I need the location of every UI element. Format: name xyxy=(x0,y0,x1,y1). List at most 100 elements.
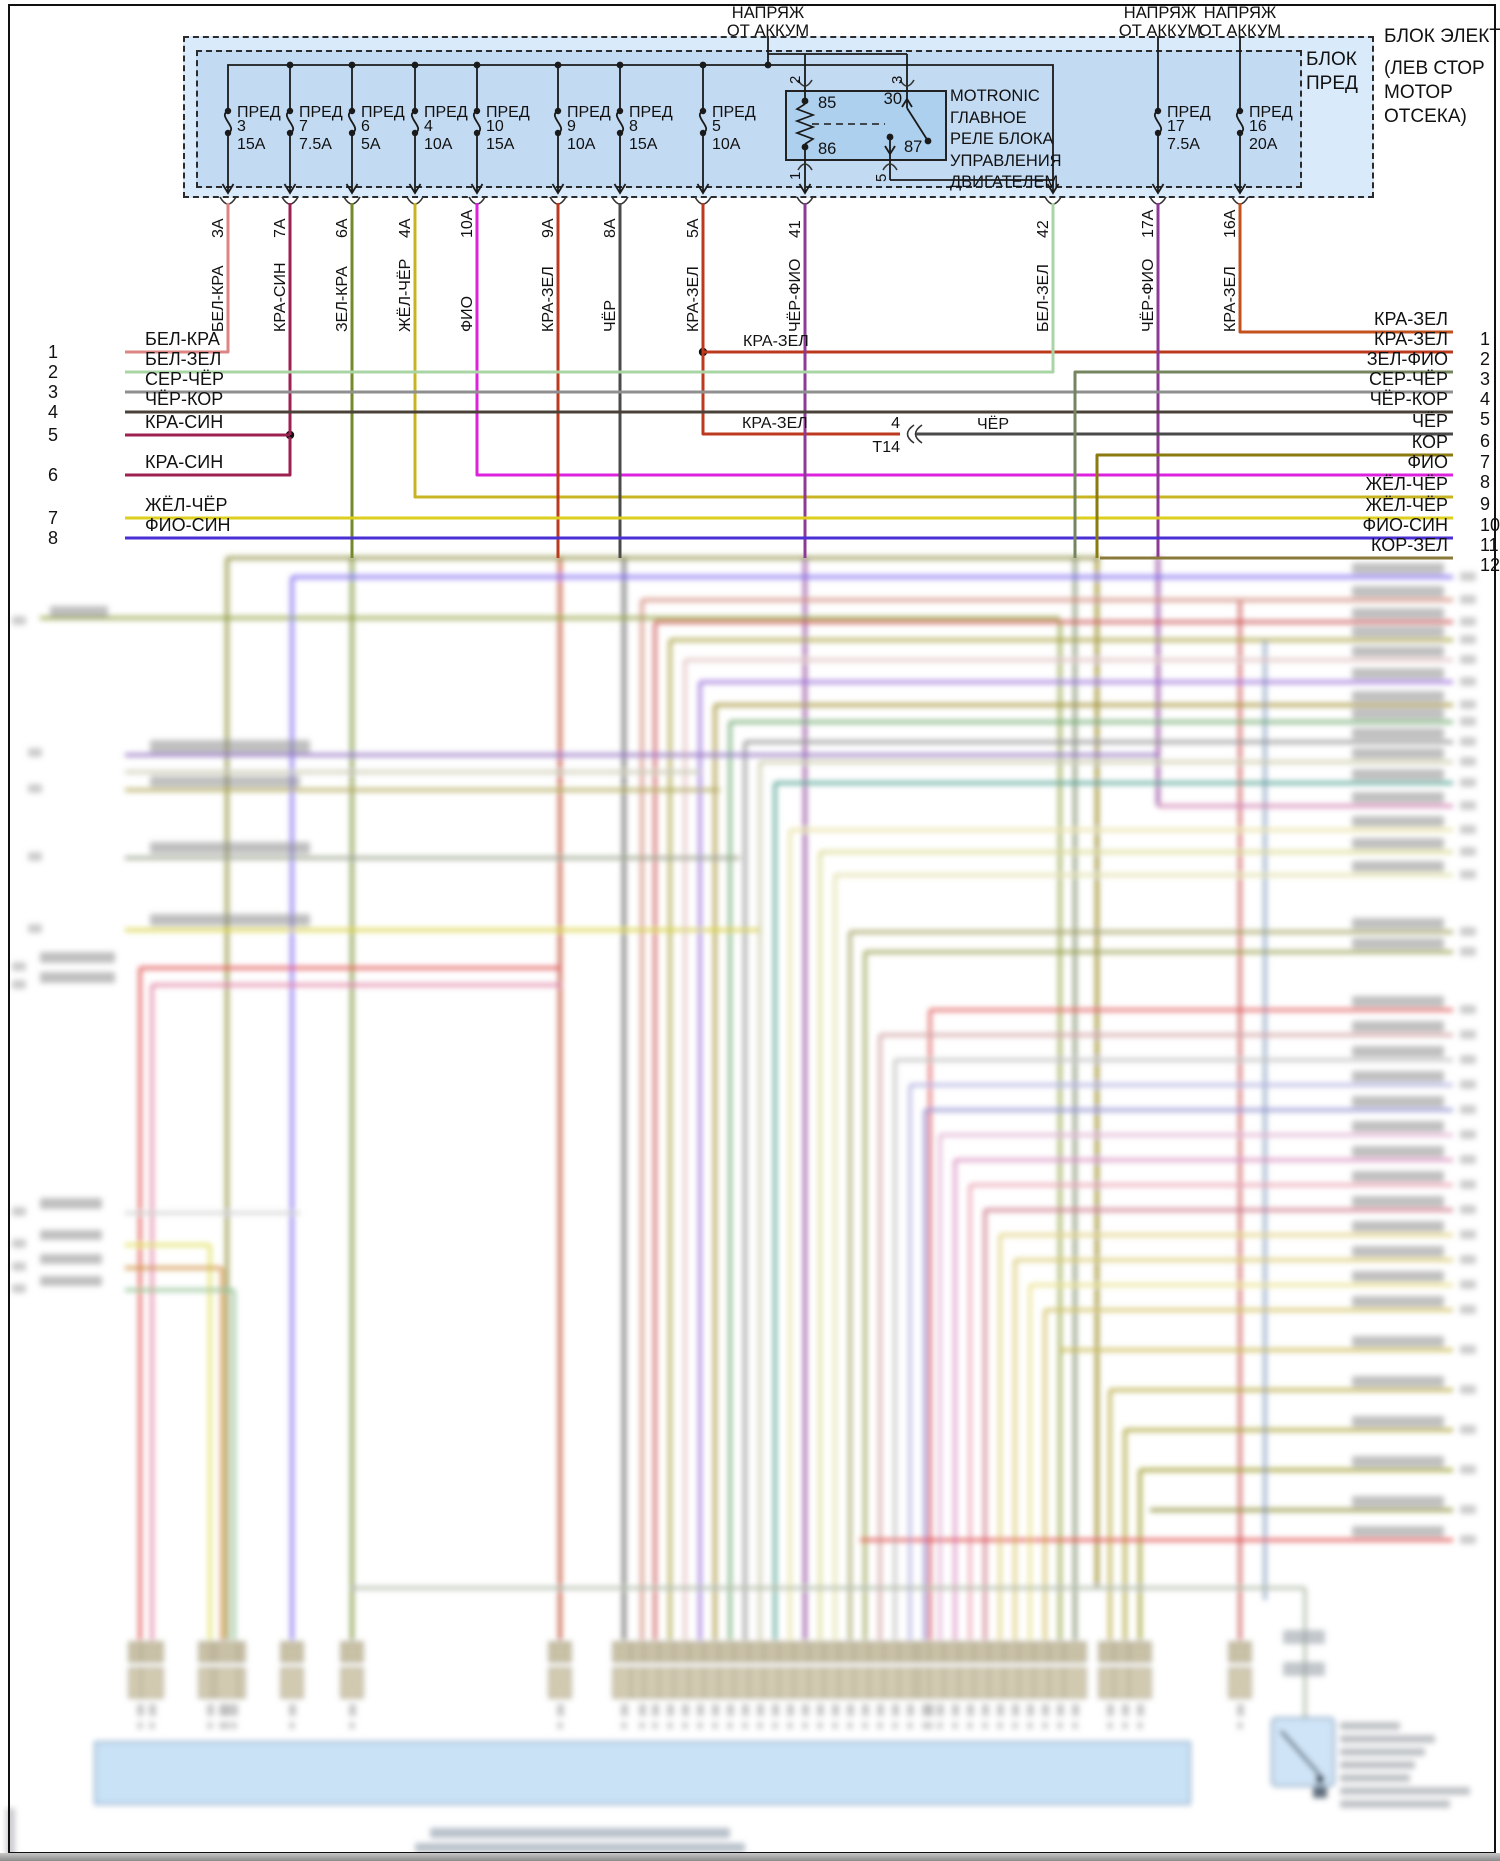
blur-pin-number xyxy=(12,1284,26,1293)
left-row-number: 6 xyxy=(48,465,58,485)
fuse-symbol xyxy=(554,110,562,134)
blur-pin-number xyxy=(1460,1535,1476,1544)
junction-dot xyxy=(411,61,419,69)
terminal-connector xyxy=(899,79,915,87)
left-row-number: 2 xyxy=(48,362,58,382)
blur-connector-pin xyxy=(772,1704,779,1716)
blur-switch-dot xyxy=(1315,1774,1325,1784)
fuse-dot xyxy=(224,129,232,137)
blur-wire-label xyxy=(40,1254,102,1264)
wire-color-label: КРА-ЗЕЛ xyxy=(685,266,702,332)
right-row-number: 1 xyxy=(1480,329,1490,349)
blur-wire-label xyxy=(150,914,310,926)
blur-switch-lever xyxy=(1279,1730,1321,1775)
fuse-amp: 10А xyxy=(567,136,596,153)
sharp-upper-section xyxy=(125,36,1453,560)
relay-title: MOTRONIC ГЛАВНОЕ РЕЛЕ БЛОКА УПРАВЛЕНИЯ Д… xyxy=(950,87,1062,192)
ecu-strip xyxy=(94,1741,1191,1805)
blur-pin-number xyxy=(1460,1255,1476,1264)
wire-line xyxy=(125,203,230,354)
blur-connector-number xyxy=(349,1722,355,1729)
fuse-dot xyxy=(699,129,707,137)
fuse-number: 9 xyxy=(567,118,576,135)
blur-connector-number xyxy=(802,1722,808,1729)
blur-connector-pin xyxy=(742,1704,749,1716)
exit-connector xyxy=(1231,196,1249,205)
blur-pin-number xyxy=(1460,801,1476,810)
fuse-number: 6 xyxy=(361,118,370,135)
blur-wire-label xyxy=(1352,668,1444,679)
blur-switch-label xyxy=(1340,1761,1415,1769)
fuse-dot xyxy=(616,129,624,137)
fuse-amp: 10А xyxy=(712,136,741,153)
blur-connector-pin xyxy=(1237,1704,1244,1716)
blur-connector-number xyxy=(1237,1722,1243,1729)
fuse-dot xyxy=(554,107,562,115)
blur-pin-number xyxy=(1460,1385,1476,1394)
blur-connector-pin xyxy=(1042,1704,1049,1716)
blur-wire-label xyxy=(40,972,115,983)
blur-connector-pin xyxy=(1012,1704,1019,1716)
blur-caption xyxy=(415,1843,745,1852)
right-row-label: КОР-ЗЕЛ xyxy=(1371,535,1448,555)
left-row-label: КРА-СИН xyxy=(145,412,223,432)
blur-pin-number xyxy=(1460,1205,1476,1214)
blur-connector-block xyxy=(215,1641,239,1663)
blur-connector-number xyxy=(757,1722,763,1729)
left-row-label: ЧЁР-КОР xyxy=(145,389,223,409)
fuse-dot xyxy=(473,129,481,137)
blur-wire-label xyxy=(1352,1146,1444,1157)
blur-wire-label xyxy=(1352,1496,1444,1507)
wire-color-label: КРА-ЗЕЛ xyxy=(1222,266,1239,332)
blur-connector-pin xyxy=(621,1704,628,1716)
blur-pin-number xyxy=(12,980,26,989)
wire-id-label: 16А xyxy=(1222,209,1239,238)
right-row-label: ФИО-СИН xyxy=(1362,515,1448,535)
blur-connector-pin xyxy=(727,1704,734,1716)
blur-connector-number xyxy=(817,1722,823,1729)
blur-connector-number xyxy=(1012,1722,1018,1729)
exit-connector xyxy=(1044,196,1062,205)
left-row-label: КРА-СИН xyxy=(145,452,223,472)
blur-wire-label xyxy=(1352,608,1444,619)
junction-dot xyxy=(286,61,294,69)
fuse-amp: 15А xyxy=(629,136,658,153)
blur-connector-pin xyxy=(697,1704,704,1716)
exit-connector xyxy=(468,196,486,205)
blur-connector-block xyxy=(140,1641,164,1663)
blur-connector-block xyxy=(280,1667,304,1699)
fuse-dot xyxy=(224,107,232,115)
wire-color-label: ЧЁР-ФИО xyxy=(786,259,804,332)
fuse-dot xyxy=(348,129,356,137)
blur-wire-label xyxy=(1352,996,1444,1007)
blur-connector-pin xyxy=(1122,1704,1129,1716)
blur-connector-number xyxy=(219,1722,225,1729)
left-row-number: 1 xyxy=(48,342,58,362)
blur-connector-number xyxy=(1027,1722,1033,1729)
left-row-number: 7 xyxy=(48,508,58,528)
fuse-amp: 15А xyxy=(237,136,266,153)
right-row-label: КОР xyxy=(1412,432,1448,452)
exit-arrow xyxy=(551,183,565,195)
blur-pin-number xyxy=(1460,572,1476,581)
wire-id-label: 9А xyxy=(540,218,557,238)
blur-connector-number xyxy=(787,1722,793,1729)
blur-wire-label xyxy=(1352,563,1444,574)
blur-pin-number xyxy=(1460,1030,1476,1039)
blur-connector-number xyxy=(682,1722,688,1729)
electronics-block-label: БЛОК ЭЛЕКТРОНИКИ xyxy=(1384,26,1500,47)
right-row-number: 2 xyxy=(1480,349,1490,369)
blur-pin-number xyxy=(1460,847,1476,856)
junction-dot xyxy=(886,133,894,141)
fuse-dot xyxy=(286,107,294,115)
junction-dot xyxy=(473,61,481,69)
blur-wire-label xyxy=(50,606,108,617)
fuse-number: 5 xyxy=(712,118,721,135)
blur-connector-pin xyxy=(639,1704,646,1716)
left-row-number: 3 xyxy=(48,382,58,402)
blur-connector-number xyxy=(712,1722,718,1729)
exit-arrow xyxy=(221,183,235,195)
blur-pin-number xyxy=(1460,1305,1476,1314)
blur-connector-block xyxy=(548,1641,572,1663)
blur-pin-number xyxy=(1460,778,1476,787)
